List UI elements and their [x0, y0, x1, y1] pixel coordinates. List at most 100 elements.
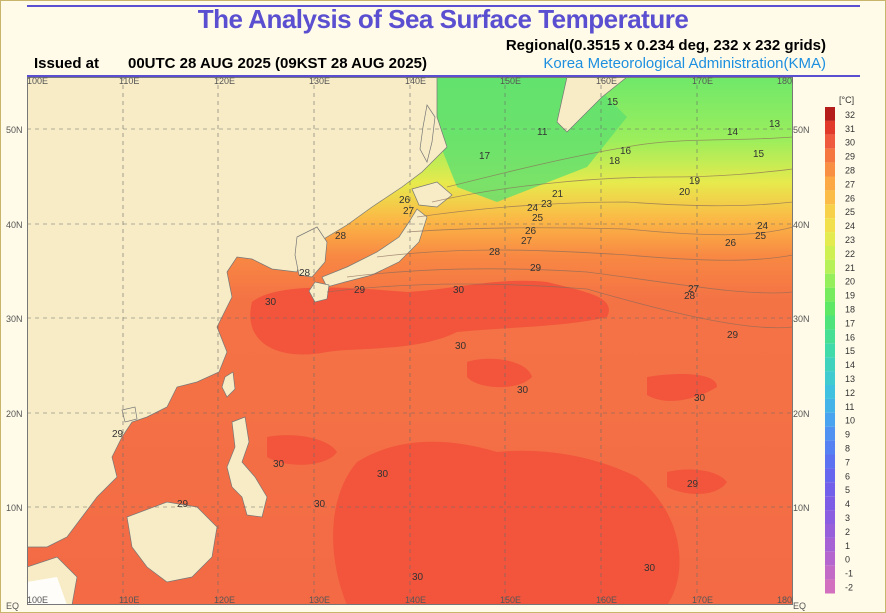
contour-label: 15 [607, 97, 619, 108]
contour-label: 29 [687, 479, 699, 490]
top-rule [27, 5, 860, 7]
colorbar-tick-label: 2 [845, 527, 850, 537]
taiwan-island [221, 371, 236, 398]
longitude-label: 160E [596, 77, 617, 86]
colorbar-swatch [825, 565, 835, 580]
colorbar-swatch [825, 218, 835, 233]
colorbar-tick-label: 29 [845, 152, 855, 162]
colorbar-tick-label: 24 [845, 221, 855, 231]
contour-label: 26 [725, 238, 737, 249]
contour-label: 28 [299, 268, 311, 279]
longitude-label: 140E [405, 595, 426, 605]
colorbar-tick-label: 8 [845, 444, 850, 454]
hainan-island [121, 406, 138, 423]
colorbar-tick-label: 31 [845, 124, 855, 134]
contour-label: 24 [527, 203, 539, 214]
contour-label: 28 [684, 291, 696, 302]
contour-label: 16 [620, 146, 632, 157]
contour-label: 29 [112, 429, 124, 440]
contour-label: 24 [757, 221, 769, 232]
longitude-label: 110E [119, 77, 139, 86]
korean-peninsula [294, 226, 328, 278]
colorbar-swatch [825, 496, 835, 511]
longitude-label: 140E [405, 77, 426, 86]
contour-label: 26 [399, 195, 411, 206]
agency-name: Korea Meteorological Administration(KMA) [543, 55, 826, 72]
colorbar-tick-label: -1 [845, 569, 853, 579]
colorbar-swatch [825, 398, 835, 413]
longitude-label: 110E [119, 595, 139, 605]
colorbar-tick-label: -2 [845, 583, 853, 593]
longitude-label: 120E [214, 77, 235, 86]
colorbar-swatch [825, 385, 835, 399]
contour-label: 25 [755, 231, 767, 242]
colorbar-tick-label: 25 [845, 207, 855, 217]
colorbar-tick-label: 20 [845, 277, 855, 287]
grid-resolution-text: Regional(0.3515 x 0.234 deg, 232 x 232 g… [505, 37, 826, 54]
latitude-label: 10N [793, 503, 810, 513]
colorbar-swatch [825, 454, 835, 469]
contour-label: 27 [521, 236, 533, 247]
colorbar-swatch [825, 343, 835, 358]
colorbar-swatch [825, 371, 835, 385]
philippine-islands [226, 416, 268, 518]
warm-core-30c-south [333, 441, 680, 605]
colorbar-tick-label: 12 [845, 388, 855, 398]
colorbar-swatch [825, 524, 835, 538]
colorbar-swatch [825, 579, 835, 594]
colorbar-swatch [825, 273, 835, 288]
colorbar-tick-label: 7 [845, 457, 850, 467]
longitude-label: 100E [27, 77, 48, 86]
contour-label: 29 [354, 285, 366, 296]
latitude-label: 10N [6, 503, 23, 513]
latitude-label: 30N [793, 314, 810, 324]
colorbar-swatch [825, 468, 835, 483]
colorbar-tick-label: 11 [845, 402, 854, 412]
colorbar-tick-label: 6 [845, 471, 850, 481]
contour-label: 21 [552, 189, 564, 200]
map-border [27, 77, 793, 605]
contour-label: 30 [453, 285, 465, 296]
contour-label: 14 [727, 127, 739, 138]
colorbar-tick-label: 10 [845, 416, 855, 426]
colorbar-swatch [825, 357, 835, 372]
page-title: The Analysis of Sea Surface Temperature [197, 4, 689, 34]
warm-core-30c-east [467, 358, 532, 388]
longitude-labels: 100E 110E 120E 130E 140E 150E 160E 170E … [27, 77, 793, 605]
colorbar-swatch [825, 246, 835, 260]
longitude-label: 130E [309, 595, 330, 605]
colorbar-swatch [825, 329, 835, 344]
colorbar-tick-label: 22 [845, 249, 855, 259]
longitude-label: 150E [500, 77, 521, 86]
issued-time: 00UTC 28 AUG 2025 (09KST 28 AUG 2025) [128, 55, 428, 72]
contour-label: 30 [517, 385, 529, 396]
colorbar-tick-label: 18 [845, 305, 855, 315]
colorbar-swatch [825, 134, 835, 149]
contour-label: 15 [753, 149, 765, 160]
colorbar-tick-label: 4 [845, 499, 850, 509]
colorbar-swatch [825, 148, 835, 163]
contour-label: 28 [489, 247, 501, 258]
asian-continent [27, 77, 448, 548]
colorbar-tick-label: 21 [845, 263, 855, 273]
colorbar-tick-label: 28 [845, 166, 855, 176]
colorbar-swatch [825, 120, 835, 135]
latitude-label: EQ [793, 601, 806, 611]
colorbar-swatch [825, 537, 835, 552]
latitude-label: EQ [6, 601, 19, 611]
colorbar-tick-label: 17 [845, 318, 855, 328]
contour-label: 30 [314, 499, 326, 510]
warm-core-30c-north [250, 280, 609, 355]
contour-label: 20 [679, 187, 691, 198]
colorbar-unit: [°C] [839, 95, 854, 105]
contour-label: 30 [273, 459, 285, 470]
contour-label: 30 [455, 341, 467, 352]
warm-core-30c-mid [667, 469, 727, 494]
longitude-label: 120E [214, 595, 235, 605]
colorbar-tick-label: 15 [845, 346, 855, 356]
header-rule [27, 75, 860, 77]
contour-label: 19 [689, 176, 701, 187]
colorbar-swatch [825, 482, 835, 497]
colorbar-tick-label: 9 [845, 430, 850, 440]
